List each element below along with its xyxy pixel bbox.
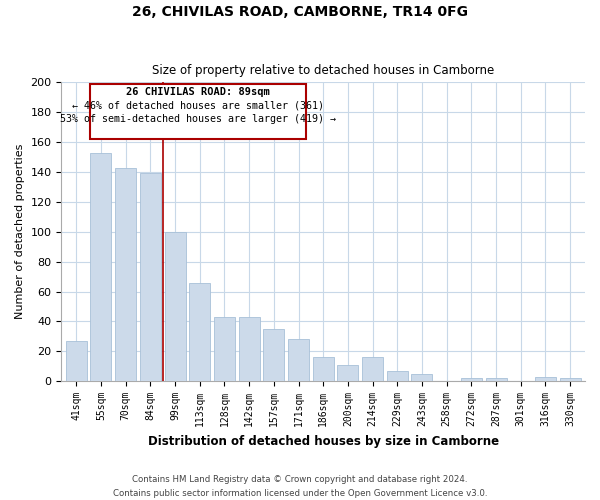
Bar bbox=[189, 282, 210, 381]
Bar bbox=[461, 378, 482, 381]
Text: 53% of semi-detached houses are larger (419) →: 53% of semi-detached houses are larger (… bbox=[60, 114, 336, 124]
Text: 26 CHIVILAS ROAD: 89sqm: 26 CHIVILAS ROAD: 89sqm bbox=[126, 87, 270, 97]
Text: 26, CHIVILAS ROAD, CAMBORNE, TR14 0FG: 26, CHIVILAS ROAD, CAMBORNE, TR14 0FG bbox=[132, 5, 468, 19]
Text: Contains HM Land Registry data © Crown copyright and database right 2024.
Contai: Contains HM Land Registry data © Crown c… bbox=[113, 476, 487, 498]
Bar bbox=[412, 374, 433, 381]
Bar bbox=[535, 376, 556, 381]
X-axis label: Distribution of detached houses by size in Camborne: Distribution of detached houses by size … bbox=[148, 434, 499, 448]
Bar bbox=[164, 232, 185, 381]
Bar bbox=[560, 378, 581, 381]
Bar bbox=[313, 358, 334, 381]
Bar bbox=[66, 341, 87, 381]
FancyBboxPatch shape bbox=[90, 84, 306, 139]
Bar bbox=[140, 174, 161, 381]
Bar bbox=[91, 152, 112, 381]
Bar bbox=[362, 358, 383, 381]
Bar bbox=[115, 168, 136, 381]
Bar bbox=[214, 317, 235, 381]
Bar bbox=[288, 340, 309, 381]
Y-axis label: Number of detached properties: Number of detached properties bbox=[15, 144, 25, 320]
Bar bbox=[337, 365, 358, 381]
Bar bbox=[263, 329, 284, 381]
Bar bbox=[485, 378, 506, 381]
Bar bbox=[239, 317, 260, 381]
Text: ← 46% of detached houses are smaller (361): ← 46% of detached houses are smaller (36… bbox=[72, 100, 324, 110]
Bar bbox=[387, 370, 408, 381]
Title: Size of property relative to detached houses in Camborne: Size of property relative to detached ho… bbox=[152, 64, 494, 77]
